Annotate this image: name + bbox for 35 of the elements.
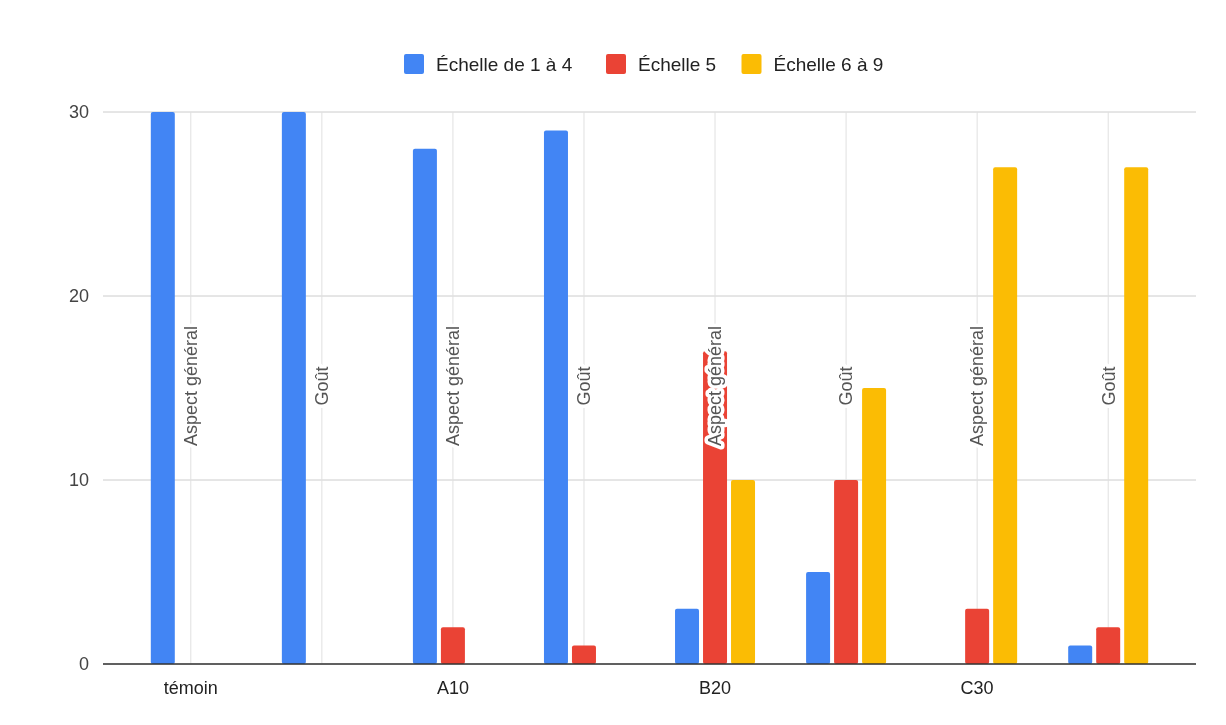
- annotation: Goût: [1098, 366, 1119, 406]
- y-tick-label: 20: [68, 286, 89, 307]
- annotation: Aspect général: [705, 325, 726, 447]
- annotation: Goût: [312, 366, 333, 406]
- y-tick-label: 30: [68, 102, 89, 123]
- bar: [675, 608, 700, 664]
- bar: [965, 608, 990, 664]
- bar: [834, 480, 859, 664]
- bar: [150, 112, 175, 664]
- x-tick-label: B20: [699, 678, 732, 698]
- bar: [806, 572, 831, 664]
- legend-label: Échelle 6 à 9: [773, 53, 884, 75]
- bar: [281, 112, 306, 664]
- y-tick-label: 10: [68, 470, 89, 491]
- bar: [1124, 167, 1149, 664]
- bar: [1096, 627, 1121, 664]
- bar: [571, 645, 596, 664]
- x-tick-label: C30: [960, 678, 994, 698]
- bar: [862, 388, 887, 664]
- y-tick-label: 0: [78, 654, 89, 675]
- annotation: Goût: [574, 366, 595, 406]
- annotation: Goût: [836, 366, 857, 406]
- x-tick-label: A10: [436, 678, 469, 698]
- bar: [731, 480, 756, 664]
- annotation: Aspect général: [443, 325, 464, 447]
- legend-label: Échelle 5: [638, 53, 717, 75]
- bar: [440, 627, 465, 664]
- bar: [543, 130, 568, 664]
- annotation: Aspect général: [181, 325, 202, 447]
- bar: [1068, 645, 1093, 664]
- annotation: Aspect général: [967, 325, 988, 447]
- legend-label: Échelle de 1 à 4: [436, 53, 573, 75]
- bar: [993, 167, 1018, 664]
- x-tick-label: témoin: [163, 678, 218, 698]
- bar: [412, 148, 437, 664]
